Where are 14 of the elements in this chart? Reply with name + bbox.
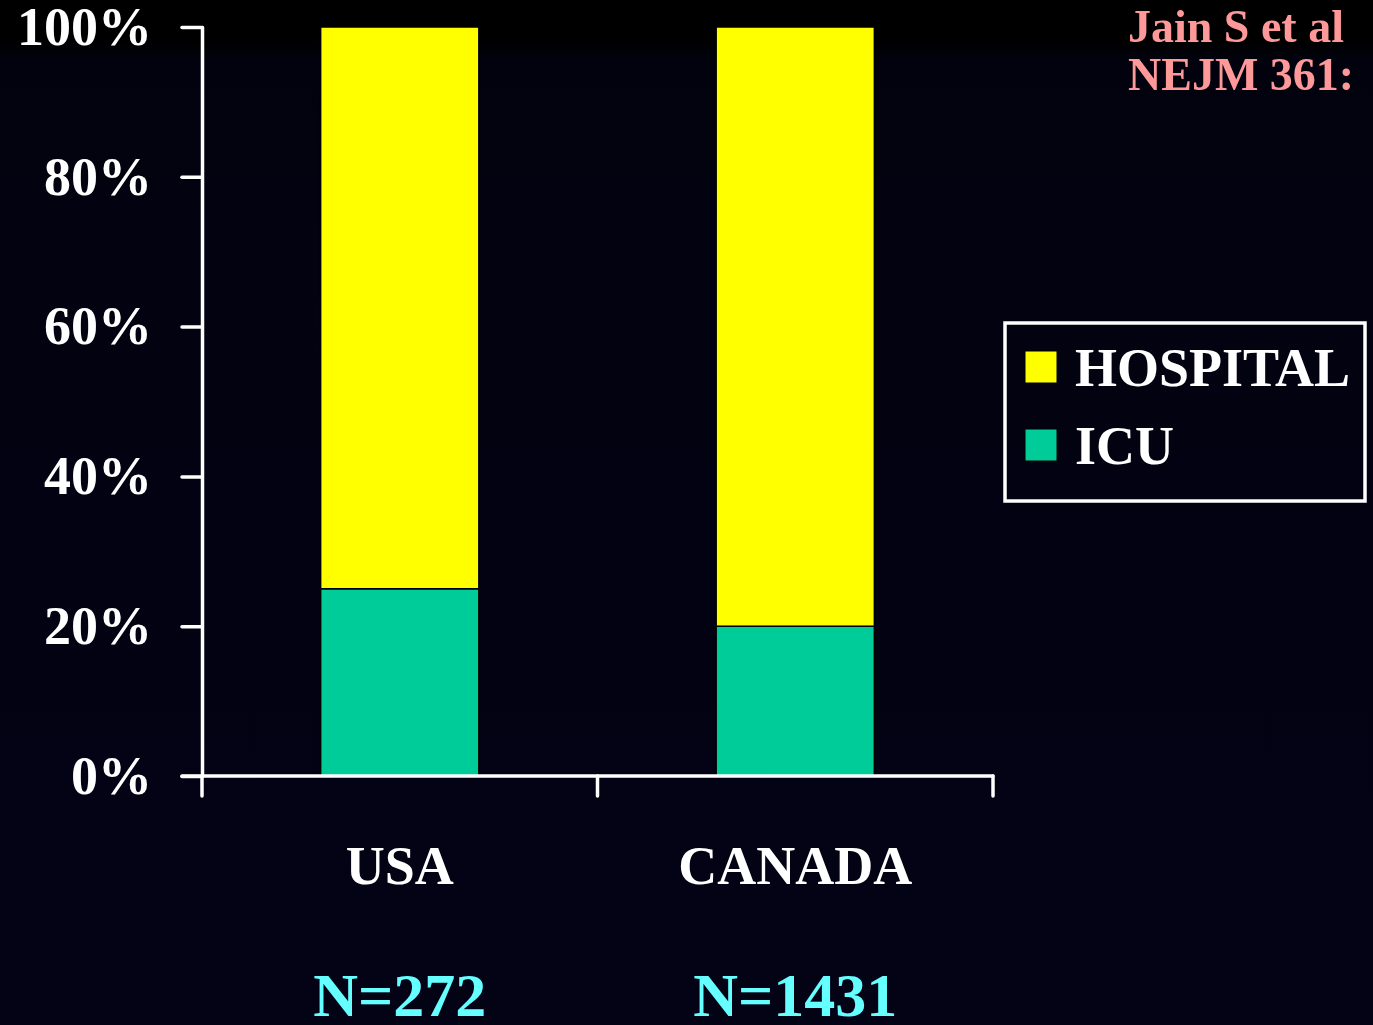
- y-tick-label: 20%: [44, 595, 152, 656]
- y-tick-label: 60%: [44, 296, 152, 357]
- y-tick-label: 40%: [44, 446, 152, 507]
- y-tick-label: 80%: [44, 146, 152, 207]
- y-tick-label: 0%: [71, 745, 152, 806]
- legend-label: HOSPITAL: [1075, 338, 1351, 398]
- text: N=1431: [693, 961, 898, 1025]
- text: N=272: [313, 961, 487, 1025]
- legend-label: ICU: [1075, 416, 1175, 476]
- y-tick-label: 100%: [17, 0, 152, 57]
- text: Jain S et al: [1128, 1, 1344, 52]
- x-tick-label: USA: [345, 836, 454, 897]
- x-tick-label: CANADA: [678, 836, 913, 897]
- text: NEJM 361:: [1128, 49, 1355, 100]
